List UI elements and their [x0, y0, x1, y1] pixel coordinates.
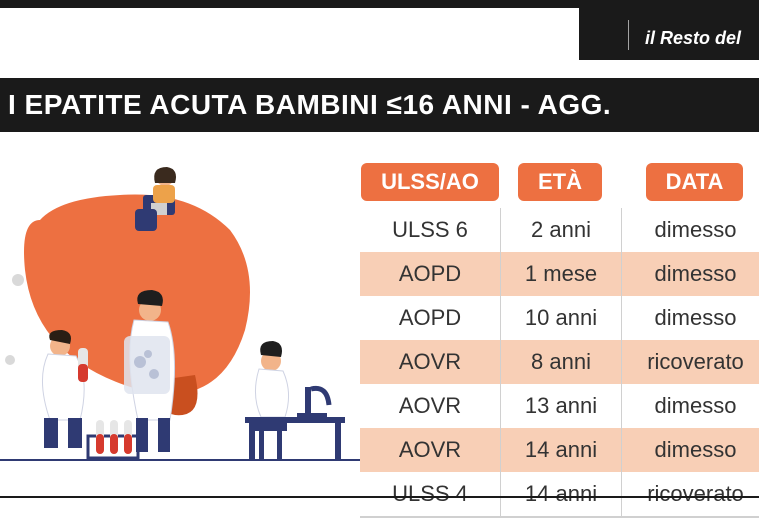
cell-eta: 1 mese	[501, 261, 621, 287]
liver-lab-illustration	[0, 160, 360, 480]
table-row: AOVR13 annidimesso	[360, 384, 759, 428]
cases-table: ULSS/AO ETÀ DATA ULSS 62 annidimessoAOPD…	[360, 158, 759, 518]
cell-data: dimesso	[622, 261, 759, 287]
cell-ulss: AOPD	[360, 305, 500, 331]
cell-data: ricoverato	[622, 349, 759, 375]
bottom-accent-bar	[0, 496, 759, 498]
table-header-row: ULSS/AO ETÀ DATA	[360, 158, 759, 206]
cell-ulss: AOPD	[360, 261, 500, 287]
cell-data: dimesso	[622, 437, 759, 463]
brand-separator	[628, 20, 629, 50]
cell-ulss: AOVR	[360, 393, 500, 419]
cell-data: dimesso	[622, 217, 759, 243]
table-row: AOPD10 annidimesso	[360, 296, 759, 340]
cell-eta: 8 anni	[501, 349, 621, 375]
cell-data: ricoverato	[622, 481, 759, 507]
table-row: AOPD1 mesedimesso	[360, 252, 759, 296]
th-ulss: ULSS/AO	[361, 163, 499, 201]
table-row: ULSS 62 annidimesso	[360, 208, 759, 252]
cell-data: dimesso	[622, 305, 759, 331]
cell-eta: 14 anni	[501, 481, 621, 507]
cell-ulss: AOVR	[360, 349, 500, 375]
th-data: DATA	[646, 163, 744, 201]
brand-logo: il Resto del	[645, 28, 741, 49]
cell-ulss: ULSS 6	[360, 217, 500, 243]
headline: I EPATITE ACUTA BAMBINI ≤16 ANNI - AGG. …	[0, 78, 759, 132]
table-row: ULSS 414 anniricoverato	[360, 472, 759, 516]
cell-data: dimesso	[622, 393, 759, 419]
cell-eta: 2 anni	[501, 217, 621, 243]
cell-eta: 10 anni	[501, 305, 621, 331]
cell-eta: 13 anni	[501, 393, 621, 419]
table-row: AOVR14 annidimesso	[360, 428, 759, 472]
cell-eta: 14 anni	[501, 437, 621, 463]
cell-ulss: AOVR	[360, 437, 500, 463]
th-eta: ETÀ	[518, 163, 602, 201]
cell-ulss: ULSS 4	[360, 481, 500, 507]
table-row: AOVR8 anniricoverato	[360, 340, 759, 384]
